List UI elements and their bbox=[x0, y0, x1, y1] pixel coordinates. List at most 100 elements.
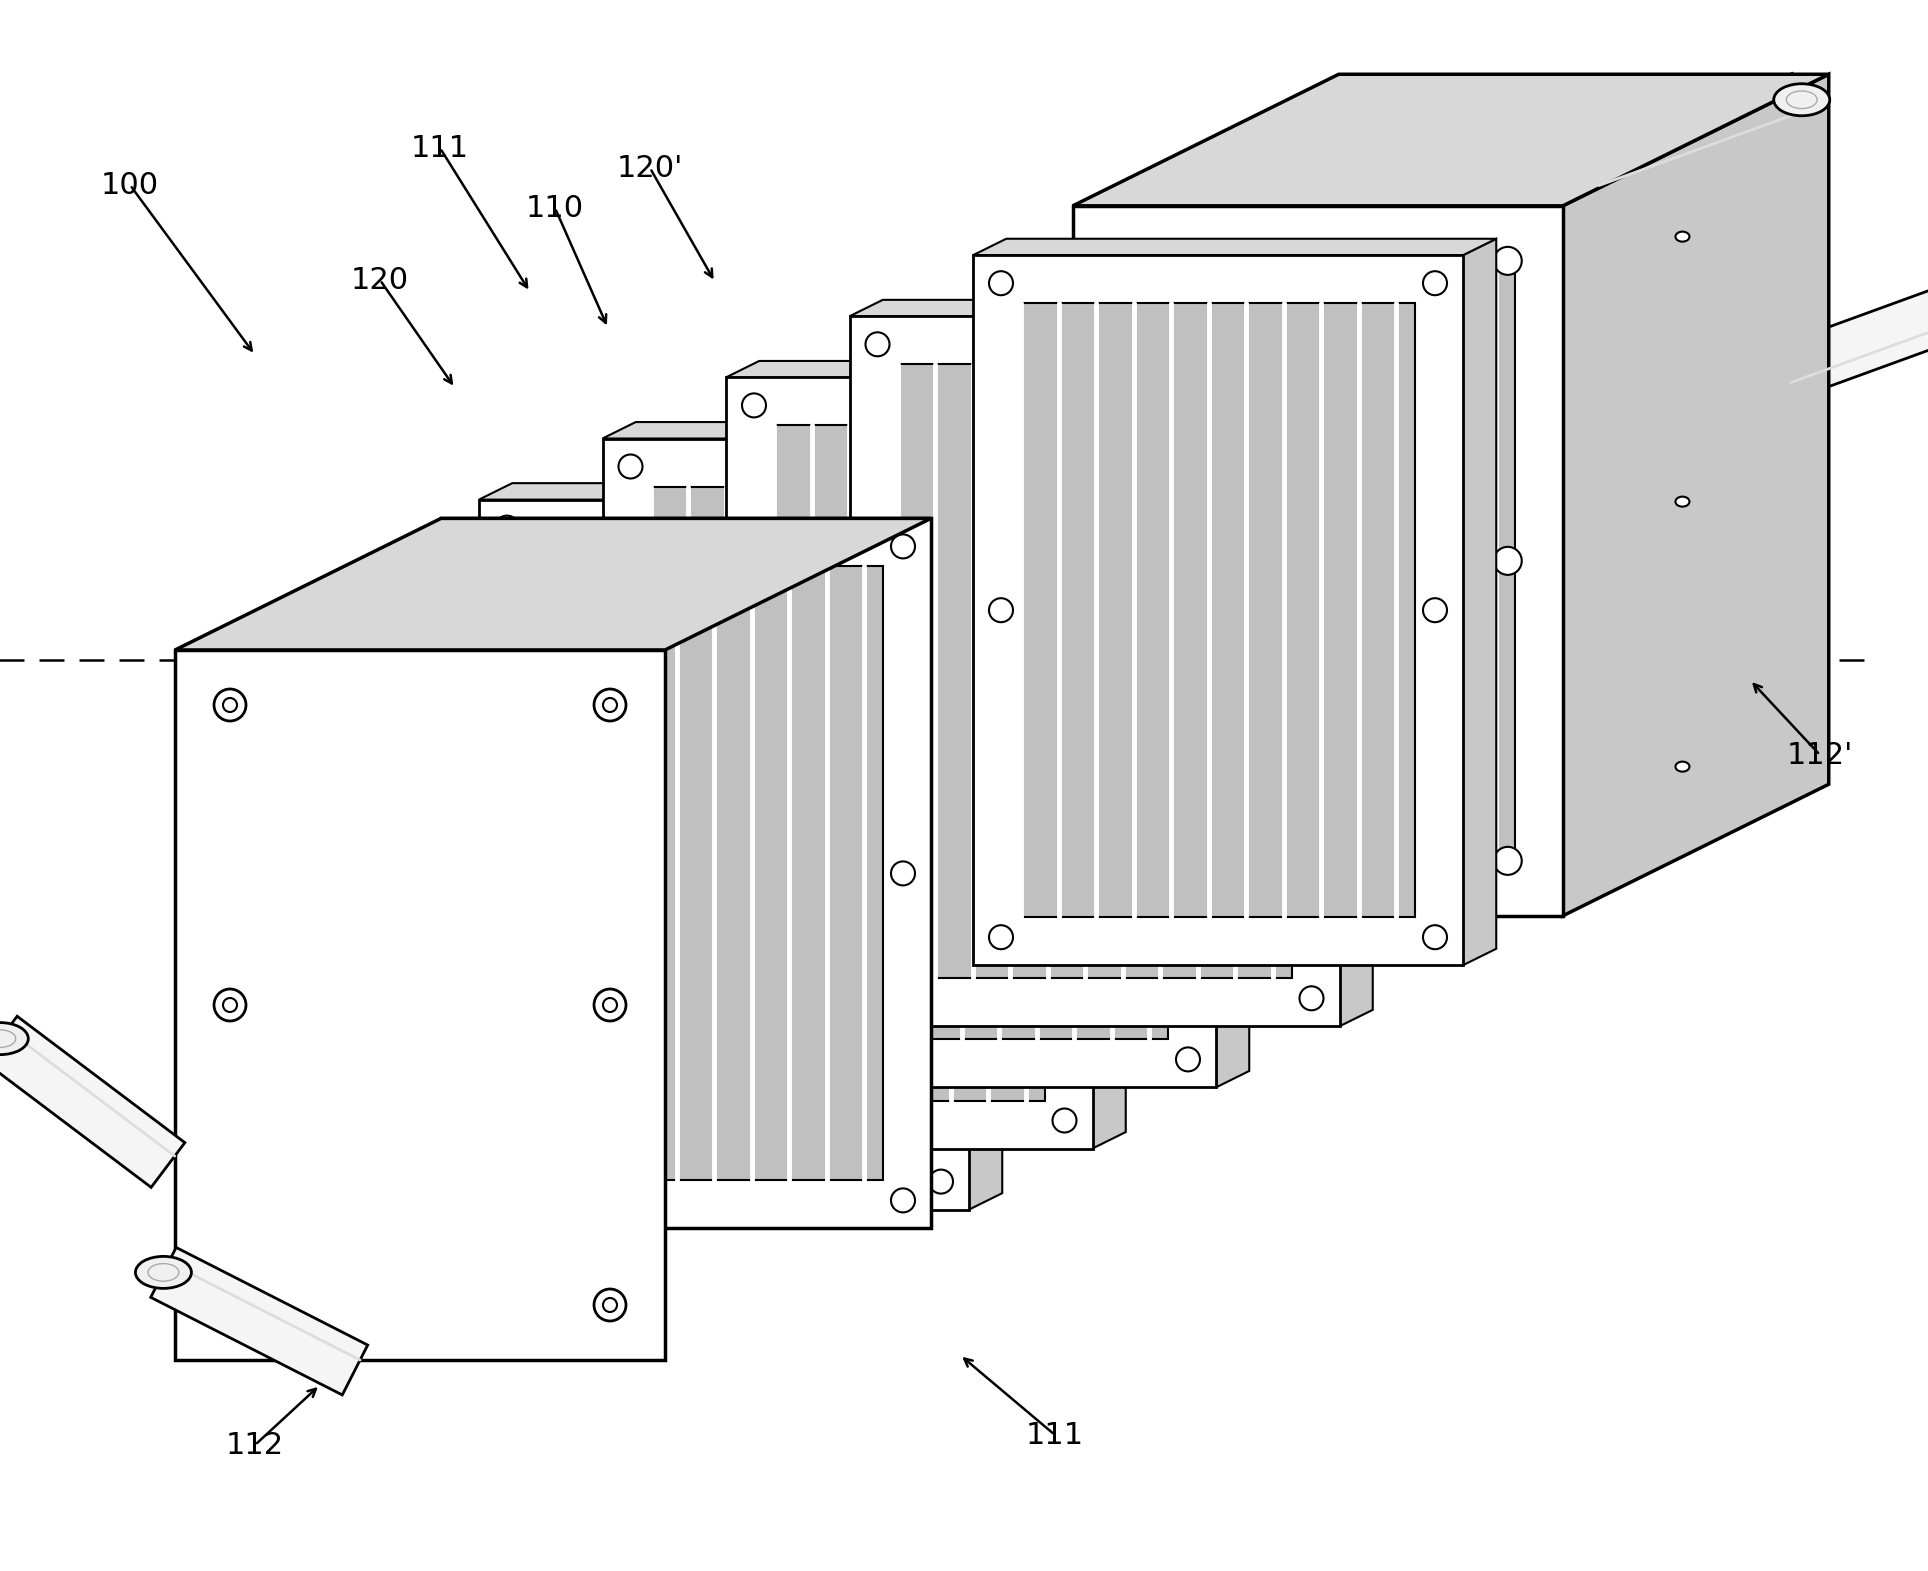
Polygon shape bbox=[175, 650, 665, 1360]
Circle shape bbox=[214, 1288, 247, 1321]
Circle shape bbox=[619, 454, 642, 479]
Circle shape bbox=[1423, 925, 1448, 949]
Circle shape bbox=[457, 1188, 480, 1213]
Polygon shape bbox=[1217, 361, 1249, 1087]
Circle shape bbox=[866, 333, 889, 357]
Circle shape bbox=[1423, 599, 1448, 622]
Polygon shape bbox=[1778, 270, 1928, 399]
Ellipse shape bbox=[1787, 91, 1816, 108]
Ellipse shape bbox=[1675, 231, 1689, 242]
Circle shape bbox=[619, 781, 642, 806]
Circle shape bbox=[1053, 781, 1076, 806]
Text: 111: 111 bbox=[1026, 1420, 1084, 1450]
Polygon shape bbox=[1072, 206, 1564, 916]
Ellipse shape bbox=[0, 1031, 15, 1048]
Circle shape bbox=[603, 698, 617, 712]
Circle shape bbox=[891, 534, 916, 558]
Polygon shape bbox=[974, 239, 1496, 255]
Polygon shape bbox=[1564, 74, 1830, 916]
Polygon shape bbox=[970, 484, 1003, 1210]
Ellipse shape bbox=[0, 1023, 29, 1054]
Polygon shape bbox=[1120, 255, 1515, 867]
Circle shape bbox=[603, 998, 617, 1012]
Ellipse shape bbox=[1774, 83, 1830, 116]
Polygon shape bbox=[974, 255, 1463, 965]
Circle shape bbox=[1176, 1048, 1199, 1071]
Circle shape bbox=[594, 990, 627, 1021]
Circle shape bbox=[495, 1169, 519, 1194]
Polygon shape bbox=[0, 1016, 185, 1188]
Circle shape bbox=[891, 1188, 916, 1213]
Polygon shape bbox=[175, 518, 931, 650]
Circle shape bbox=[929, 1169, 952, 1194]
Text: 112': 112' bbox=[1787, 740, 1853, 770]
Circle shape bbox=[214, 990, 247, 1021]
Ellipse shape bbox=[1675, 762, 1689, 771]
Polygon shape bbox=[602, 423, 1126, 438]
Polygon shape bbox=[850, 316, 1340, 1026]
Polygon shape bbox=[150, 1247, 368, 1395]
Text: 112: 112 bbox=[226, 1431, 283, 1459]
Polygon shape bbox=[1463, 239, 1496, 965]
Circle shape bbox=[1299, 987, 1323, 1010]
Ellipse shape bbox=[148, 1263, 179, 1282]
Polygon shape bbox=[1072, 74, 1830, 206]
Circle shape bbox=[603, 1298, 617, 1312]
Polygon shape bbox=[526, 548, 922, 1161]
Polygon shape bbox=[442, 518, 931, 1229]
Circle shape bbox=[1114, 247, 1141, 275]
Circle shape bbox=[989, 599, 1012, 622]
Ellipse shape bbox=[1675, 496, 1689, 506]
Circle shape bbox=[594, 1288, 627, 1321]
Circle shape bbox=[1114, 547, 1141, 575]
Circle shape bbox=[495, 842, 519, 867]
Text: 111: 111 bbox=[411, 134, 469, 162]
Polygon shape bbox=[1022, 303, 1415, 917]
Circle shape bbox=[1494, 247, 1521, 275]
Circle shape bbox=[214, 690, 247, 721]
Circle shape bbox=[619, 1109, 642, 1133]
Polygon shape bbox=[1340, 300, 1373, 1026]
Circle shape bbox=[989, 925, 1012, 949]
Polygon shape bbox=[773, 426, 1168, 1040]
Circle shape bbox=[224, 698, 237, 712]
Circle shape bbox=[989, 272, 1012, 295]
Circle shape bbox=[1299, 660, 1323, 683]
Circle shape bbox=[457, 534, 480, 558]
Polygon shape bbox=[1093, 423, 1126, 1148]
Circle shape bbox=[224, 1298, 237, 1312]
Circle shape bbox=[594, 690, 627, 721]
Polygon shape bbox=[850, 300, 1373, 316]
Circle shape bbox=[891, 861, 916, 886]
Text: 120': 120' bbox=[617, 154, 683, 182]
Circle shape bbox=[224, 998, 237, 1012]
Text: 100: 100 bbox=[100, 171, 160, 200]
Text: 110: 110 bbox=[526, 193, 584, 223]
Circle shape bbox=[866, 987, 889, 1010]
Polygon shape bbox=[478, 500, 970, 1210]
Circle shape bbox=[1299, 333, 1323, 357]
Ellipse shape bbox=[135, 1257, 191, 1288]
Circle shape bbox=[742, 721, 765, 745]
Circle shape bbox=[929, 842, 952, 867]
Circle shape bbox=[457, 861, 480, 886]
Circle shape bbox=[1423, 272, 1448, 295]
Polygon shape bbox=[490, 567, 883, 1180]
Circle shape bbox=[1114, 847, 1141, 875]
Polygon shape bbox=[727, 377, 1217, 1087]
Text: 120: 120 bbox=[351, 265, 409, 294]
Polygon shape bbox=[898, 364, 1292, 979]
Circle shape bbox=[1494, 547, 1521, 575]
Polygon shape bbox=[478, 484, 1003, 500]
Circle shape bbox=[1176, 721, 1199, 745]
Circle shape bbox=[866, 660, 889, 683]
Polygon shape bbox=[727, 361, 1249, 377]
Circle shape bbox=[1176, 393, 1199, 418]
Circle shape bbox=[1053, 454, 1076, 479]
Circle shape bbox=[1053, 1109, 1076, 1133]
Circle shape bbox=[1494, 847, 1521, 875]
Circle shape bbox=[495, 515, 519, 539]
Circle shape bbox=[742, 393, 765, 418]
Circle shape bbox=[929, 515, 952, 539]
Polygon shape bbox=[1585, 74, 1810, 201]
